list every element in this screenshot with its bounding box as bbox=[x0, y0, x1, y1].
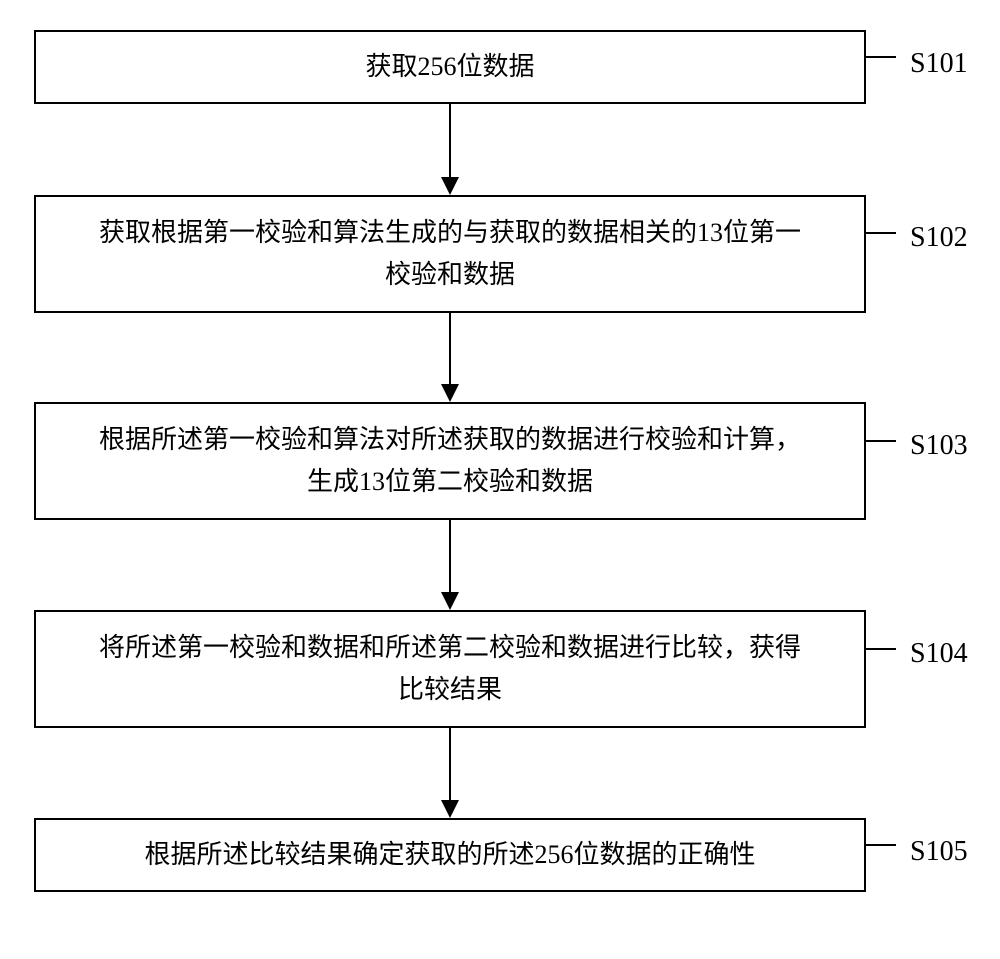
line2: 生成13位第二校验和数据 bbox=[307, 467, 593, 496]
flowchart-canvas: 获取256位数据 S101 获取根据第一校验和算法生成的与获取的数据相关的13位… bbox=[0, 0, 1000, 959]
line2: 校验和数据 bbox=[385, 260, 515, 289]
arrow-head-icon bbox=[441, 592, 459, 610]
step-text: 将所述第一校验和数据和所述第二校验和数据进行比较，获得 比较结果 bbox=[99, 627, 801, 710]
step-label-s105: S105 bbox=[910, 836, 968, 868]
label-tick bbox=[866, 56, 896, 58]
step-box-s103: 根据所述第一校验和算法对所述获取的数据进行校验和计算， 生成13位第二校验和数据 bbox=[34, 402, 866, 520]
label-tick bbox=[866, 844, 896, 846]
arrow-head-icon bbox=[441, 800, 459, 818]
step-box-s104: 将所述第一校验和数据和所述第二校验和数据进行比较，获得 比较结果 bbox=[34, 610, 866, 728]
step-box-s105: 根据所述比较结果确定获取的所述256位数据的正确性 bbox=[34, 818, 866, 892]
step-label-s101: S101 bbox=[910, 48, 968, 80]
step-box-s101: 获取256位数据 bbox=[34, 30, 866, 104]
arrow-line bbox=[449, 520, 451, 592]
step-box-s102: 获取根据第一校验和算法生成的与获取的数据相关的13位第一 校验和数据 bbox=[34, 195, 866, 313]
step-text: 获取根据第一校验和算法生成的与获取的数据相关的13位第一 校验和数据 bbox=[99, 212, 801, 295]
step-label-s102: S102 bbox=[910, 222, 968, 254]
step-text: 根据所述比较结果确定获取的所述256位数据的正确性 bbox=[144, 834, 755, 876]
line1: 根据所述第一校验和算法对所述获取的数据进行校验和计算， bbox=[99, 425, 801, 454]
label-tick bbox=[866, 440, 896, 442]
arrow-head-icon bbox=[441, 384, 459, 402]
step-text: 根据所述第一校验和算法对所述获取的数据进行校验和计算， 生成13位第二校验和数据 bbox=[99, 419, 801, 502]
step-label-s104: S104 bbox=[910, 638, 968, 670]
arrow-line bbox=[449, 313, 451, 384]
line2: 比较结果 bbox=[398, 675, 502, 704]
arrow-line bbox=[449, 728, 451, 800]
arrow-line bbox=[449, 104, 451, 177]
line1: 获取根据第一校验和算法生成的与获取的数据相关的13位第一 bbox=[99, 218, 801, 247]
arrow-head-icon bbox=[441, 177, 459, 195]
step-label-s103: S103 bbox=[910, 430, 968, 462]
line1: 将所述第一校验和数据和所述第二校验和数据进行比较，获得 bbox=[99, 633, 801, 662]
label-tick bbox=[866, 648, 896, 650]
step-text: 获取256位数据 bbox=[365, 46, 534, 88]
label-tick bbox=[866, 232, 896, 234]
